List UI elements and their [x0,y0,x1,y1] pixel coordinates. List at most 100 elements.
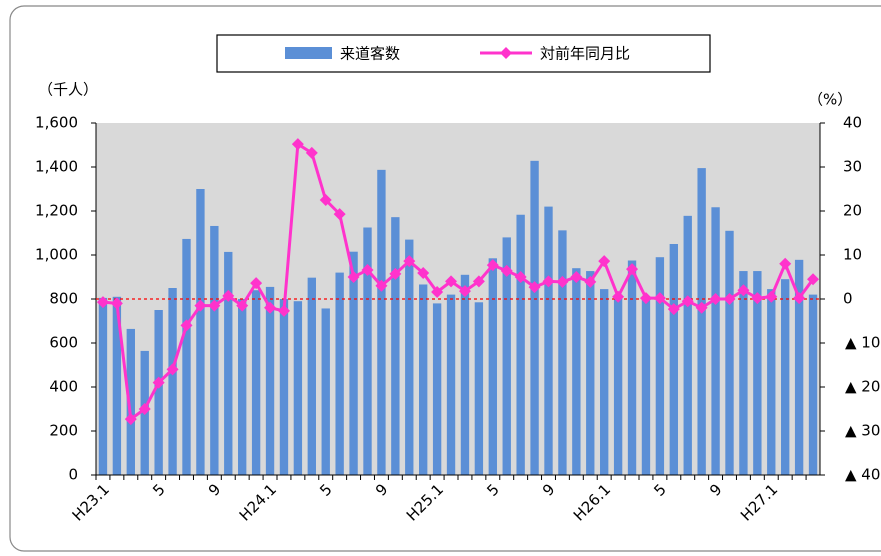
y2-tick-label: ▲ 20 [845,378,880,396]
marker [695,301,708,314]
bar [530,160,539,475]
line [102,141,815,422]
marker [138,403,151,415]
marker [361,263,374,276]
bar [321,308,330,475]
marker [180,319,193,332]
legend-swatch [285,47,332,59]
bar [627,260,637,475]
marker [751,292,764,305]
marker [639,292,652,305]
marker [500,264,513,277]
bar [739,271,748,475]
marker [807,273,820,286]
bar [349,251,358,475]
bar [767,289,776,475]
bar [474,302,484,475]
bar [182,238,191,475]
bar [196,189,205,475]
legend-label: 対前年同月比 [540,45,630,63]
bar [419,284,428,475]
bar [808,294,818,475]
y2-tick-label: ▲ 40 [845,466,880,484]
marker [612,290,625,303]
marker [236,299,249,312]
bar [558,230,567,475]
bar [126,328,135,475]
marker [723,293,736,305]
marker [486,259,499,272]
marker [570,271,583,283]
marker [208,299,221,312]
marker [584,275,597,288]
bar [405,239,414,475]
marker [403,255,416,268]
bar [238,299,247,475]
marker [514,271,527,283]
bar [432,303,442,475]
y2-axis-label: （%） [808,91,852,109]
bar [753,271,762,475]
marker [417,267,430,280]
bar [265,286,275,475]
marker [709,293,722,305]
y-tick-label: 1,200 [35,202,78,220]
y-axis-label: （千人） [38,81,98,99]
legend-marker [500,47,512,59]
marker [681,295,694,308]
bar [98,297,108,475]
marker [737,284,750,297]
bar [488,258,497,475]
marker [431,285,444,298]
bar [655,257,665,475]
bar [446,294,456,475]
marker [333,208,346,221]
bar [613,294,623,475]
marker [166,363,179,376]
bar [600,289,609,475]
legend-label: 来道客数 [340,45,400,63]
bar [251,290,261,475]
marker [264,301,277,314]
bar [460,274,470,475]
y2-tick-label: ▲ 30 [845,422,880,440]
marker [445,275,458,288]
marker [626,263,639,276]
y2-tick-label: 30 [843,158,862,176]
bar [293,301,303,475]
bar [391,217,400,475]
bar [697,168,706,475]
bar [112,296,122,475]
bar [641,299,651,475]
marker [319,194,332,206]
marker [277,304,290,317]
marker [110,297,123,310]
y-tick-label: 200 [49,422,78,440]
marker [653,292,666,305]
marker [305,146,318,159]
y-tick-label: 600 [49,334,78,352]
bar [335,272,344,475]
marker [667,303,680,316]
marker [194,299,207,312]
marker [528,281,541,294]
bar [669,244,678,475]
bar [307,277,316,475]
marker [291,138,304,151]
bar [572,268,581,475]
bar [586,271,595,475]
bar [781,279,790,475]
y-tick-label: 1,000 [35,246,78,264]
y-tick-label: 0 [68,466,78,484]
bar [794,259,804,475]
marker [347,271,360,283]
marker [598,255,611,268]
bar [363,227,372,475]
bar [544,206,553,475]
y-tick-label: 400 [49,378,78,396]
bar [725,230,734,475]
marker [96,296,109,309]
marker [458,285,471,298]
y2-tick-label: 20 [843,202,862,220]
